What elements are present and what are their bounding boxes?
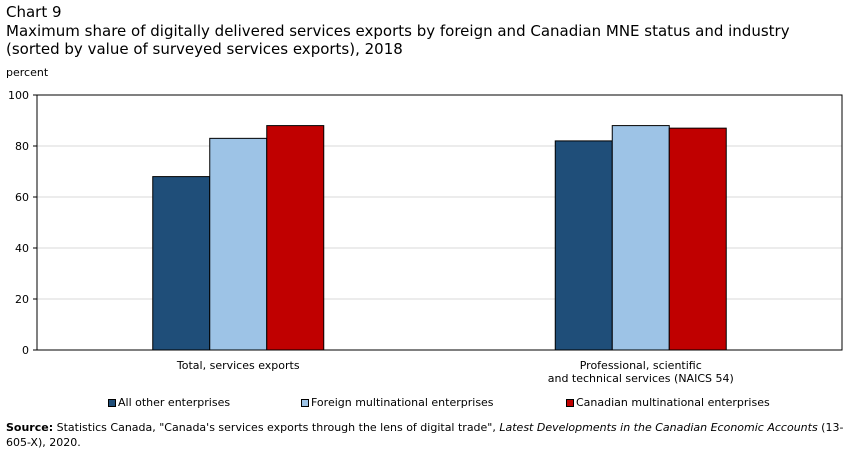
y-tick-label: 60 [15,191,29,204]
legend: All other enterprises Foreign multination… [0,396,851,410]
y-tick-label: 20 [15,293,29,306]
bar [668,127,727,351]
bar [266,125,325,351]
bar [152,176,211,351]
source-text: Statistics Canada, "Canada's services ex… [53,421,500,434]
legend-item: Canadian multinational enterprises [566,396,770,409]
y-tick-label: 80 [15,140,29,153]
y-axis-unit-label: percent [6,66,49,79]
bar-chart: 0 20 40 60 80 100 Total, services exports Profe… [8,89,843,385]
source-text-end: (13-605-X), 2020. [6,421,844,449]
legend-item: Foreign multinational enterprises [301,396,494,409]
chart-label: Chart 9 [6,3,62,21]
legend-label: Foreign multinational enterprises [311,396,494,409]
source-note: Source: Statistics Canada, "Canada's ser… [6,420,846,450]
x-category-label: Professional, scientific [580,359,702,372]
x-category-label: and technical services (NAICS 54) [548,372,734,385]
y-tick-label: 40 [15,242,29,255]
source-label: Source: [6,421,54,434]
source-publication: Latest Developments in the Canadian Econ… [499,421,818,434]
bar [554,140,613,351]
y-tick-label: 100 [8,89,29,102]
y-tick-label: 0 [22,344,29,357]
legend-label: All other enterprises [118,396,231,409]
x-category-label: Total, services exports [176,359,300,372]
chart-title: Maximum share of digitally delivered ser… [6,22,790,58]
plot-frame [36,94,843,351]
legend-item: All other enterprises [108,396,230,409]
bar [209,137,268,351]
legend-swatch [566,398,574,407]
legend-swatch [301,398,309,407]
bar [611,125,670,351]
legend-label: Canadian multinational enterprises [576,396,770,409]
legend-swatch [108,398,116,407]
